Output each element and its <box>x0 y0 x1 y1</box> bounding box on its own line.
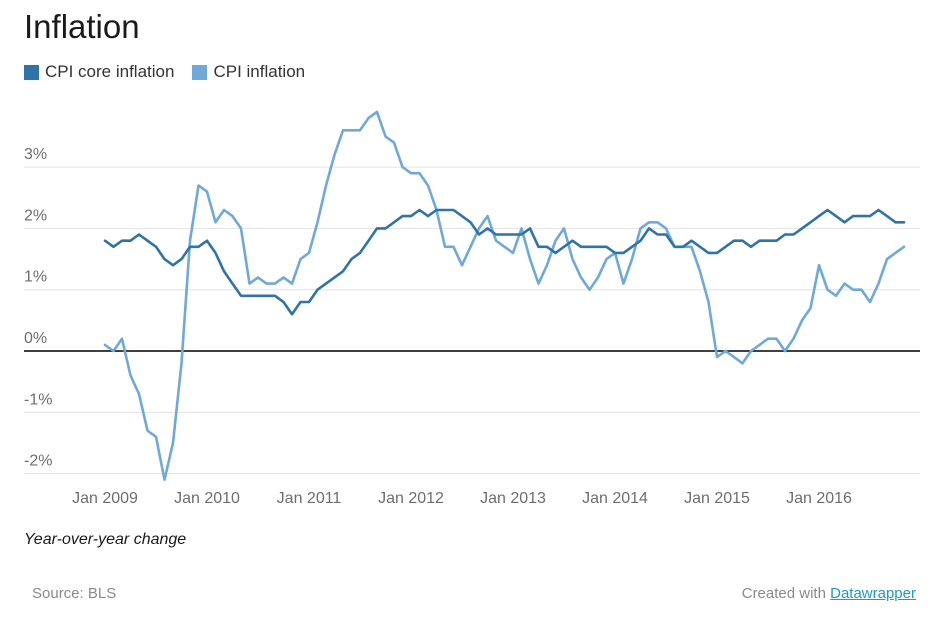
y-tick-label: 0% <box>24 330 47 347</box>
x-tick-label: Jan 2016 <box>786 490 852 507</box>
legend-label-cpi: CPI inflation <box>213 62 306 81</box>
y-axis-labels: 3% 2% 1% 0% -1% -2% <box>24 146 52 470</box>
legend: CPI core inflation CPI inflation <box>24 62 323 82</box>
series-line-cpi <box>103 110 906 482</box>
y-tick-label: -2% <box>24 453 52 470</box>
credit: Created with Datawrapper <box>742 585 916 602</box>
series-line-core <box>103 208 906 316</box>
legend-swatch-core <box>24 64 39 80</box>
chart-note: Year-over-year change <box>24 531 187 548</box>
x-tick-label: Jan 2014 <box>582 490 648 507</box>
gridlines <box>24 166 920 475</box>
x-tick-label: Jan 2009 <box>72 490 138 507</box>
legend-item-core[interactable]: CPI core inflation <box>24 62 174 82</box>
legend-label-core: CPI core inflation <box>45 62 175 81</box>
x-tick-label: Jan 2011 <box>277 490 342 507</box>
y-tick-label: 1% <box>24 269 47 286</box>
x-tick-label: Jan 2013 <box>480 490 546 507</box>
series-lines <box>103 110 906 482</box>
x-tick-label: Jan 2015 <box>684 490 750 507</box>
y-tick-label: -1% <box>24 391 52 408</box>
legend-item-cpi[interactable]: CPI inflation <box>192 62 305 82</box>
y-tick-label: 3% <box>24 146 47 163</box>
line-chart: 3%2%1%0%-1%-2% Jan 2009 Jan 2010 Jan 2011 J… <box>24 110 920 507</box>
x-axis-labels: Jan 2009 Jan 2010 Jan 2011 Jan 2012 Jan 2013… <box>72 490 852 507</box>
datawrapper-link[interactable]: Datawrapper <box>830 585 916 602</box>
chart-title: Inflation <box>24 8 140 45</box>
x-tick-label: Jan 2012 <box>378 490 444 507</box>
source-text: Source: BLS <box>32 585 117 602</box>
y-tick-label: 2% <box>24 207 47 224</box>
x-tick-label: Jan 2010 <box>174 490 240 507</box>
credit-prefix: Created with <box>741 585 831 602</box>
legend-swatch-cpi <box>192 64 208 80</box>
